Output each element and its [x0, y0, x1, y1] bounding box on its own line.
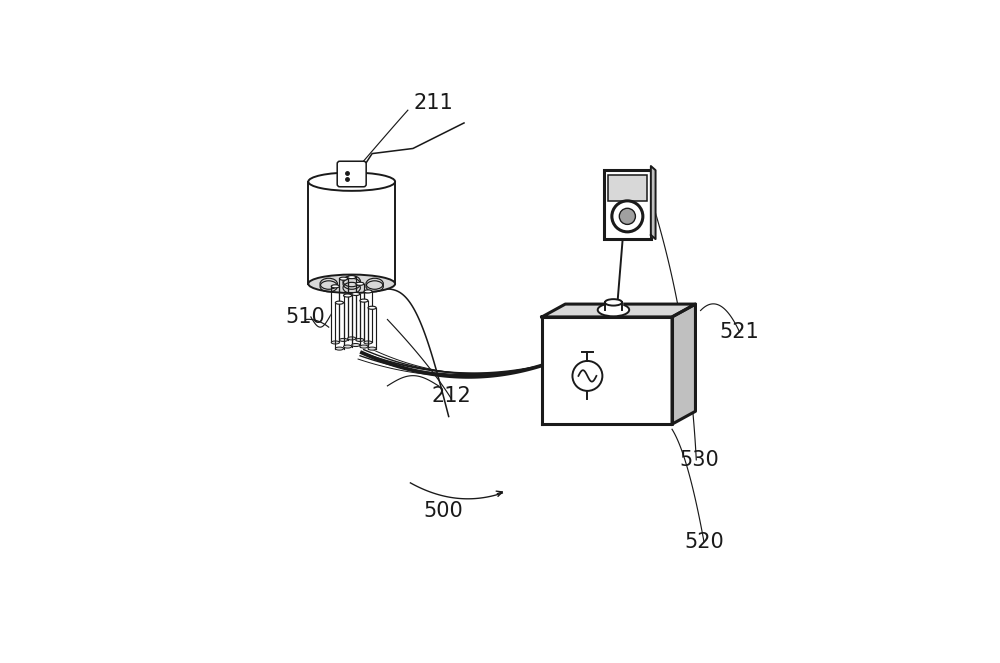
- Text: 212: 212: [431, 386, 471, 406]
- FancyBboxPatch shape: [604, 170, 651, 239]
- Polygon shape: [339, 278, 348, 340]
- Ellipse shape: [331, 285, 339, 288]
- Polygon shape: [335, 302, 344, 349]
- Ellipse shape: [308, 274, 395, 293]
- Polygon shape: [542, 317, 672, 424]
- Polygon shape: [308, 182, 395, 284]
- Text: 211: 211: [413, 93, 453, 113]
- Circle shape: [619, 208, 635, 224]
- Ellipse shape: [356, 338, 364, 341]
- Ellipse shape: [339, 277, 348, 280]
- Ellipse shape: [368, 306, 376, 309]
- Polygon shape: [352, 294, 360, 345]
- Polygon shape: [364, 292, 372, 343]
- Ellipse shape: [308, 172, 395, 191]
- Text: 500: 500: [424, 501, 463, 521]
- Polygon shape: [651, 166, 656, 239]
- Polygon shape: [331, 286, 339, 343]
- Ellipse shape: [364, 290, 372, 293]
- Polygon shape: [348, 277, 356, 338]
- Ellipse shape: [368, 347, 376, 350]
- Ellipse shape: [364, 341, 372, 344]
- Polygon shape: [356, 284, 364, 340]
- Ellipse shape: [352, 343, 360, 347]
- Polygon shape: [605, 302, 622, 310]
- Ellipse shape: [344, 345, 352, 348]
- Polygon shape: [360, 300, 368, 347]
- Text: 530: 530: [679, 450, 719, 470]
- Text: 510: 510: [286, 307, 326, 327]
- Ellipse shape: [339, 338, 348, 341]
- FancyBboxPatch shape: [337, 161, 366, 187]
- Ellipse shape: [352, 292, 360, 296]
- Ellipse shape: [335, 301, 344, 304]
- Text: 521: 521: [720, 322, 760, 342]
- Text: 520: 520: [684, 532, 724, 552]
- Ellipse shape: [598, 304, 629, 316]
- Ellipse shape: [335, 347, 344, 350]
- Ellipse shape: [356, 282, 364, 285]
- Bar: [608, 175, 647, 201]
- Polygon shape: [672, 304, 695, 424]
- Ellipse shape: [348, 337, 356, 340]
- Polygon shape: [542, 304, 695, 317]
- Ellipse shape: [331, 341, 339, 344]
- Ellipse shape: [348, 276, 356, 278]
- Ellipse shape: [605, 299, 622, 306]
- Ellipse shape: [344, 294, 352, 297]
- Polygon shape: [368, 308, 376, 349]
- Ellipse shape: [360, 345, 368, 348]
- Ellipse shape: [360, 299, 368, 302]
- Polygon shape: [344, 296, 352, 347]
